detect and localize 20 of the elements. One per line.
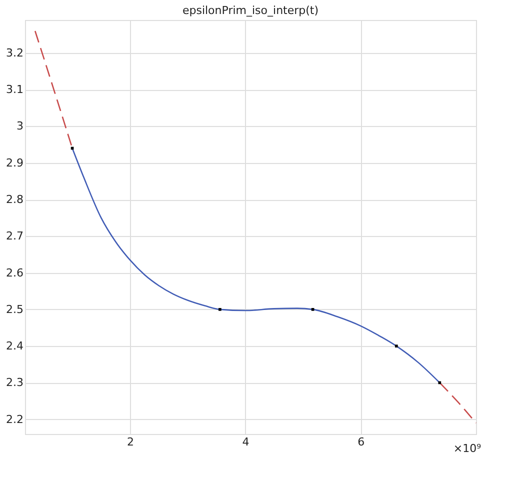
point bbox=[311, 308, 314, 311]
chart-title: epsilonPrim_iso_interp(t) bbox=[182, 4, 319, 17]
point bbox=[395, 344, 398, 348]
y-tick-label: 2.6 bbox=[6, 266, 24, 280]
y-tick-label: 3.2 bbox=[6, 46, 24, 60]
y-tick-label: 2.2 bbox=[6, 412, 24, 426]
y-tick-label: 2.9 bbox=[6, 156, 24, 170]
text: ×10⁹ bbox=[453, 442, 481, 455]
x-tick-label: 2 bbox=[126, 436, 134, 448]
x-tick-label: 6 bbox=[358, 436, 365, 448]
point bbox=[218, 308, 222, 311]
y-tick-label: 2.7 bbox=[6, 230, 24, 243]
y-tick-label: 3.1 bbox=[6, 83, 24, 96]
y-tick-label: 2.3 bbox=[6, 376, 24, 390]
y-tick-label: 2.4 bbox=[6, 340, 24, 353]
y-tick-label: 2.5 bbox=[6, 302, 24, 316]
y-tick-label: 2.8 bbox=[6, 193, 24, 206]
y-tick-label: 3 bbox=[16, 120, 24, 133]
line-series bbox=[72, 148, 440, 384]
x-tick-label: 4 bbox=[242, 436, 250, 448]
